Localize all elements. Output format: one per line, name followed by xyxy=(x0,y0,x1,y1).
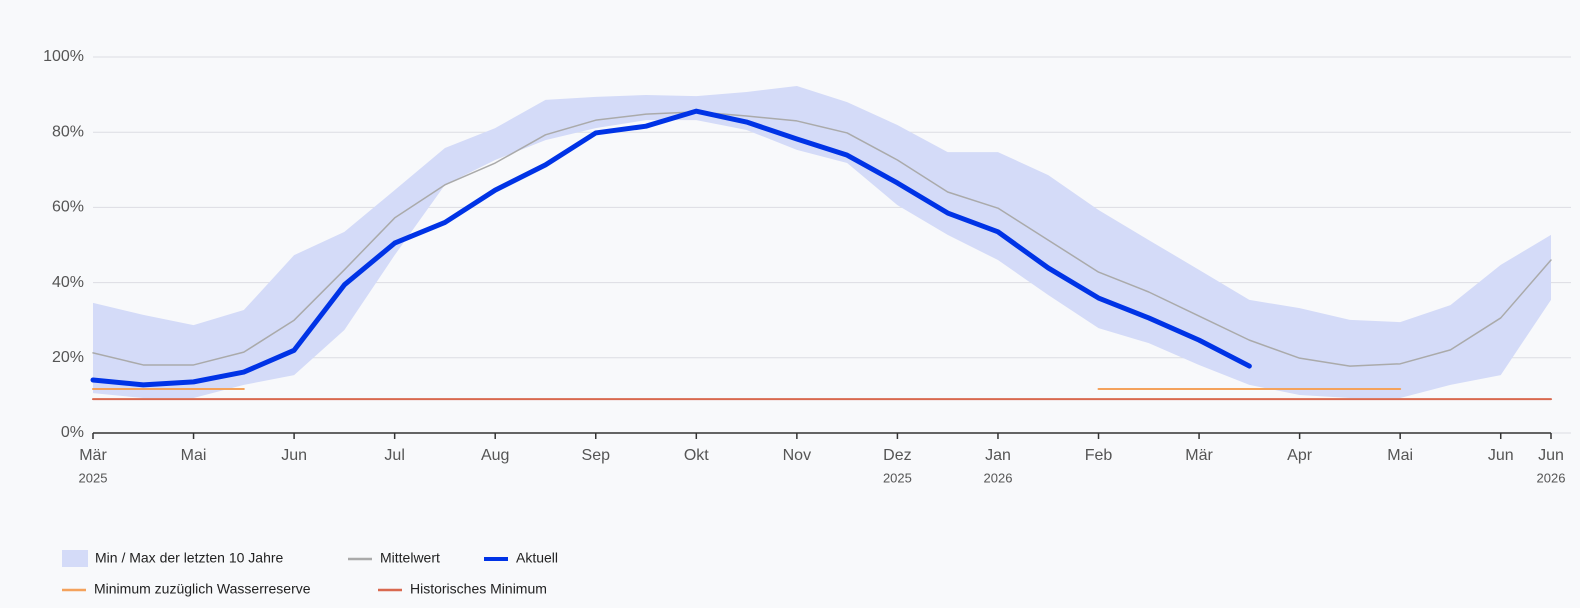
legend-label: Mittelwert xyxy=(380,550,440,566)
series-line xyxy=(90,108,1252,388)
y-tick-label: 20% xyxy=(52,349,84,366)
x-tick-label: Dez xyxy=(883,447,911,464)
x-tick-label: Mär xyxy=(79,447,107,464)
x-year-label: 2026 xyxy=(1537,470,1566,485)
x-tick-label: Jun xyxy=(281,447,307,464)
legend-label: Minimum zuzüglich Wasserreserve xyxy=(94,581,311,597)
x-tick-label: Mai xyxy=(181,447,207,464)
x-tick-label: Aug xyxy=(481,447,509,464)
x-tick-label: Jul xyxy=(384,447,404,464)
y-tick-label: 40% xyxy=(52,274,84,291)
x-tick-label: Jan xyxy=(985,447,1011,464)
x-tick-label: Mai xyxy=(1387,447,1413,464)
x-year-label: 2025 xyxy=(79,470,108,485)
x-tick-label: Feb xyxy=(1085,447,1113,464)
x-year-label: 2026 xyxy=(984,470,1013,485)
band-area xyxy=(93,85,1551,399)
x-tick-label: Nov xyxy=(783,447,811,464)
x-tick-label: Jun xyxy=(1538,447,1564,464)
legend-label: Min / Max der letzten 10 Jahre xyxy=(95,550,284,566)
y-tick-label: 80% xyxy=(52,123,84,140)
x-tick-label: Apr xyxy=(1287,447,1313,464)
x-tick-label: Okt xyxy=(684,447,709,464)
series-line xyxy=(92,111,1552,367)
y-tick-label: 60% xyxy=(52,199,84,216)
x-year-label: 2025 xyxy=(883,470,912,485)
x-tick-label: Jun xyxy=(1488,447,1514,464)
x-tick-label: Mär xyxy=(1185,447,1213,464)
legend-label: Aktuell xyxy=(516,550,558,566)
x-tick-label: Sep xyxy=(582,447,611,464)
y-tick-label: 100% xyxy=(43,48,84,65)
legend-swatch xyxy=(62,550,88,567)
y-tick-label: 0% xyxy=(61,424,84,441)
legend-label: Historisches Minimum xyxy=(410,581,547,597)
